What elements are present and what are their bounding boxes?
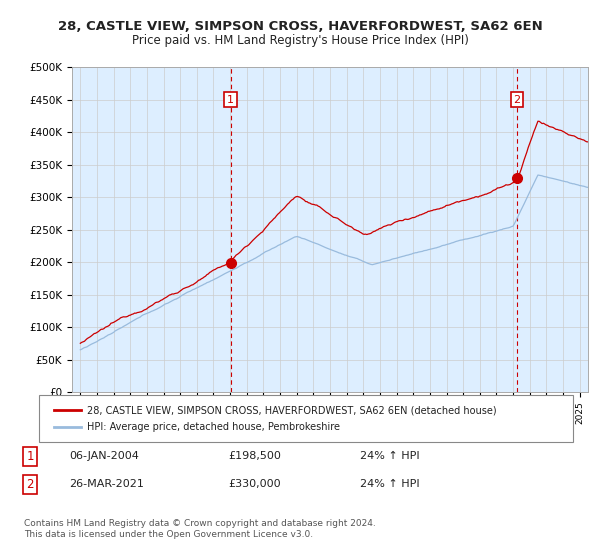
Text: 26-MAR-2021: 26-MAR-2021 <box>69 479 144 489</box>
Text: 1: 1 <box>227 95 234 105</box>
Text: Price paid vs. HM Land Registry's House Price Index (HPI): Price paid vs. HM Land Registry's House … <box>131 34 469 46</box>
Text: £198,500: £198,500 <box>228 451 281 461</box>
Text: 2: 2 <box>514 95 520 105</box>
Text: 2: 2 <box>26 478 34 491</box>
Text: 28, CASTLE VIEW, SIMPSON CROSS, HAVERFORDWEST, SA62 6EN (detached house): 28, CASTLE VIEW, SIMPSON CROSS, HAVERFOR… <box>87 405 497 416</box>
Text: 24% ↑ HPI: 24% ↑ HPI <box>360 451 419 461</box>
Text: 28, CASTLE VIEW, SIMPSON CROSS, HAVERFORDWEST, SA62 6EN: 28, CASTLE VIEW, SIMPSON CROSS, HAVERFOR… <box>58 20 542 32</box>
Text: 24% ↑ HPI: 24% ↑ HPI <box>360 479 419 489</box>
Text: £330,000: £330,000 <box>228 479 281 489</box>
Text: Contains HM Land Registry data © Crown copyright and database right 2024.
This d: Contains HM Land Registry data © Crown c… <box>24 520 376 539</box>
Text: 1: 1 <box>26 450 34 463</box>
Text: HPI: Average price, detached house, Pembrokeshire: HPI: Average price, detached house, Pemb… <box>87 422 340 432</box>
Text: 06-JAN-2004: 06-JAN-2004 <box>69 451 139 461</box>
